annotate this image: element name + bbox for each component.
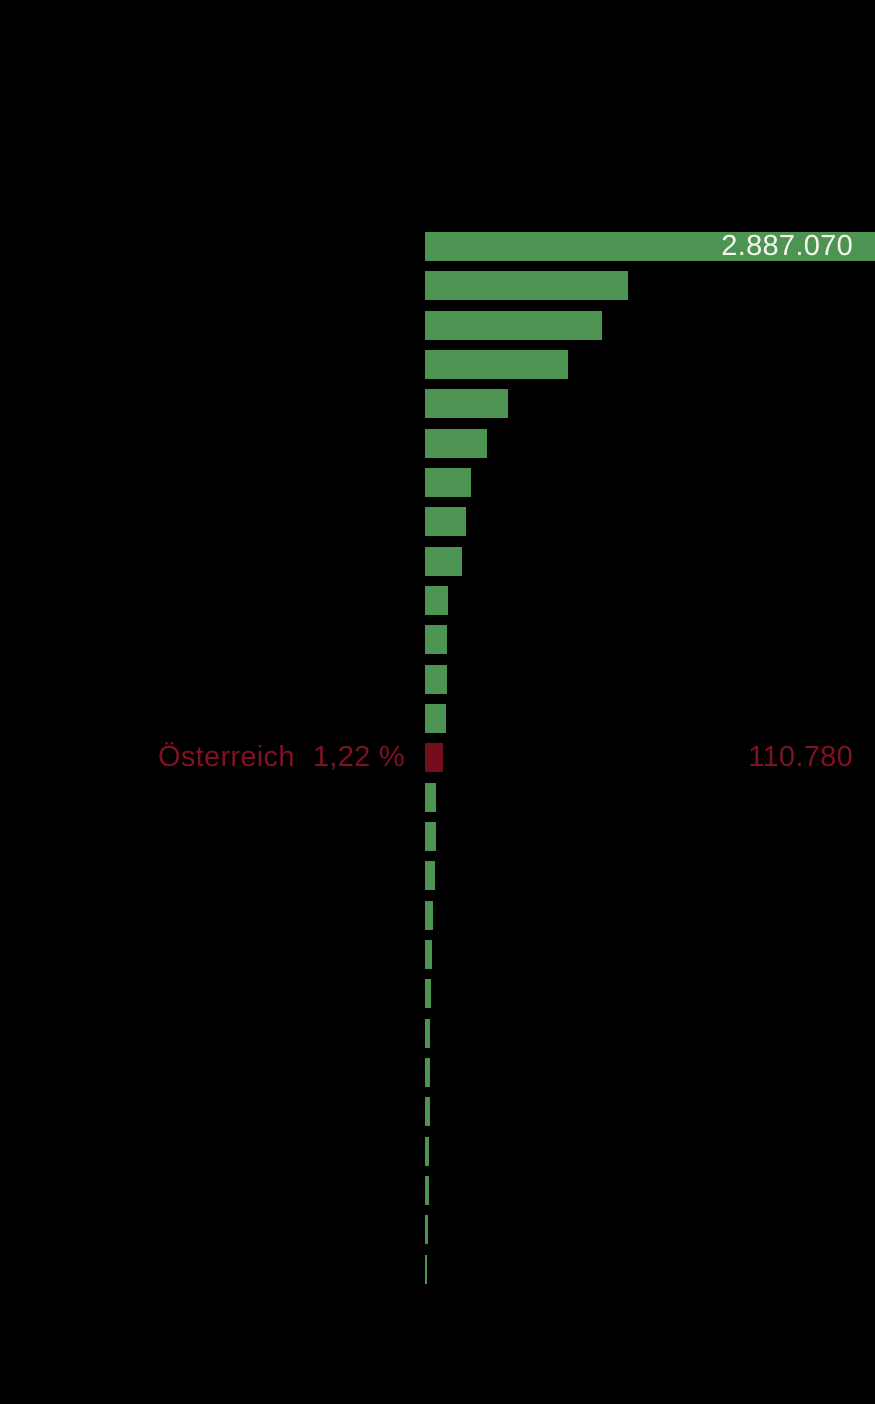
bar-27 — [425, 1255, 427, 1284]
bar-7 — [425, 468, 471, 497]
bar-20 — [425, 979, 431, 1008]
bar-24 — [425, 1137, 429, 1166]
bar-10 — [425, 586, 448, 615]
bar-austria — [425, 743, 443, 772]
bar-4 — [425, 350, 568, 379]
bar-22 — [425, 1058, 430, 1087]
bar-12 — [425, 665, 447, 694]
bar-11 — [425, 625, 447, 654]
bar-18 — [425, 901, 433, 930]
bar-2 — [425, 271, 628, 300]
austria-percent-label: 1,22 % — [312, 740, 405, 773]
bar-19 — [425, 940, 432, 969]
bar-3 — [425, 311, 602, 340]
bar-16 — [425, 822, 436, 851]
bar-13 — [425, 704, 446, 733]
bar-1 — [425, 232, 875, 261]
bar-25 — [425, 1176, 429, 1205]
bar-5 — [425, 389, 508, 418]
bar-6 — [425, 429, 487, 458]
bar-21 — [425, 1019, 430, 1048]
max-bar-value-label: 2.887.070 — [721, 229, 853, 262]
bar-9 — [425, 547, 462, 576]
bar-26 — [425, 1215, 428, 1244]
bar-17 — [425, 861, 435, 890]
bar-8 — [425, 507, 466, 536]
bar-15 — [425, 783, 436, 812]
austria-category-label: Österreich — [158, 740, 295, 773]
austria-value-label: 110.780 — [748, 740, 853, 773]
bar-23 — [425, 1097, 430, 1126]
